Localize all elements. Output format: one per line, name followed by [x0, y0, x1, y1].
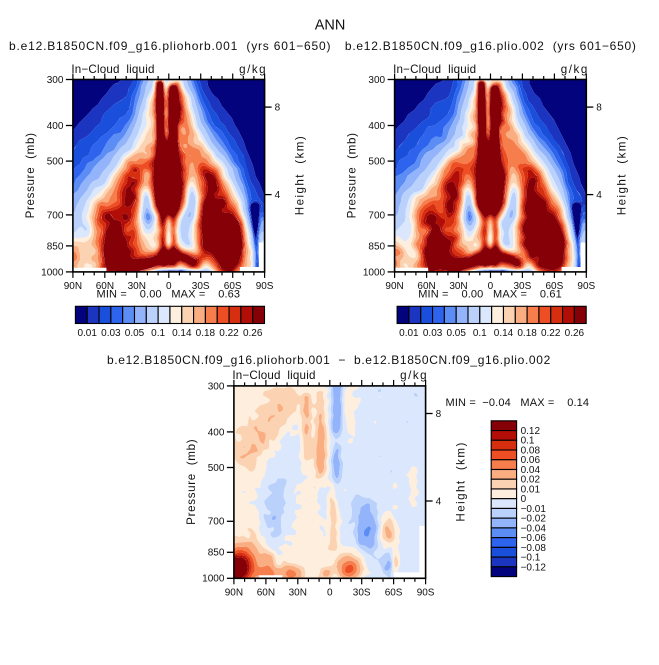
svg-text:60N: 60N: [417, 281, 435, 292]
svg-text:300: 300: [368, 75, 385, 86]
svg-text:500: 500: [47, 157, 64, 168]
svg-text:8: 8: [436, 409, 442, 420]
svg-text:1000: 1000: [363, 267, 386, 278]
svg-text:−0.04: −0.04: [521, 523, 547, 534]
svg-text:0: 0: [166, 281, 172, 292]
svg-text:−0.06: −0.06: [521, 533, 547, 544]
svg-text:1000: 1000: [202, 574, 225, 585]
svg-text:0.03: 0.03: [101, 328, 121, 339]
svg-text:−0.08: −0.08: [521, 543, 547, 554]
svg-text:0.14: 0.14: [172, 328, 192, 339]
svg-text:30S: 30S: [514, 281, 532, 292]
svg-text:90N: 90N: [225, 587, 243, 598]
svg-text:90N: 90N: [385, 281, 403, 292]
svg-text:Pressure (mb): Pressure (mb): [346, 133, 359, 219]
svg-text:MIN = −0.04 MAX = 0.14: MIN = −0.04 MAX = 0.14: [446, 397, 590, 409]
svg-text:0.12: 0.12: [521, 426, 541, 437]
svg-text:0.04: 0.04: [521, 465, 541, 476]
svg-text:0.22: 0.22: [541, 328, 561, 339]
svg-text:0.05: 0.05: [446, 328, 466, 339]
svg-text:0.01: 0.01: [399, 328, 419, 339]
svg-text:700: 700: [368, 210, 385, 221]
svg-text:0.26: 0.26: [243, 328, 263, 339]
svg-text:g/kg: g/kg: [561, 63, 588, 76]
svg-text:850: 850: [208, 548, 225, 559]
svg-text:700: 700: [208, 517, 225, 528]
svg-text:0.01: 0.01: [77, 328, 97, 339]
svg-text:0.08: 0.08: [521, 445, 541, 456]
svg-text:b.e12.B1850CN.f09_g16.pliohorb: b.e12.B1850CN.f09_g16.pliohorb.001 (yrs …: [9, 39, 331, 53]
svg-text:4: 4: [275, 190, 281, 201]
svg-text:30S: 30S: [192, 281, 210, 292]
svg-text:300: 300: [208, 381, 225, 392]
svg-text:0: 0: [521, 494, 527, 505]
svg-text:0.1: 0.1: [151, 328, 165, 339]
svg-text:0.06: 0.06: [521, 455, 541, 466]
svg-text:60N: 60N: [96, 281, 114, 292]
svg-text:4: 4: [596, 190, 602, 201]
svg-text:850: 850: [47, 241, 64, 252]
svg-text:500: 500: [208, 463, 225, 474]
svg-text:60S: 60S: [385, 587, 403, 598]
svg-text:0.03: 0.03: [423, 328, 443, 339]
svg-text:0.02: 0.02: [521, 475, 541, 486]
svg-text:Height (km): Height (km): [455, 442, 468, 521]
svg-text:g/kg: g/kg: [400, 369, 427, 382]
svg-text:−0.12: −0.12: [521, 562, 547, 573]
svg-text:MIN = 0.00 MAX = 0.61: MIN = 0.00 MAX = 0.61: [418, 289, 562, 301]
svg-text:8: 8: [596, 103, 602, 114]
svg-text:0.01: 0.01: [521, 484, 541, 495]
svg-text:500: 500: [368, 157, 385, 168]
svg-text:Pressure (mb): Pressure (mb): [24, 133, 37, 219]
svg-text:−0.01: −0.01: [521, 504, 547, 515]
svg-text:8: 8: [275, 103, 281, 114]
svg-text:In−Cloud liquid: In−Cloud liquid: [71, 63, 154, 76]
svg-text:30N: 30N: [449, 281, 467, 292]
svg-text:90S: 90S: [256, 281, 274, 292]
svg-text:30N: 30N: [289, 587, 307, 598]
svg-text:300: 300: [47, 75, 64, 86]
svg-text:90N: 90N: [64, 281, 82, 292]
svg-text:Pressure (mb): Pressure (mb): [185, 439, 198, 525]
svg-text:90S: 90S: [417, 587, 435, 598]
svg-text:30N: 30N: [128, 281, 146, 292]
svg-text:0: 0: [327, 587, 333, 598]
svg-text:0.26: 0.26: [565, 328, 585, 339]
svg-text:MIN = 0.00 MAX = 0.63: MIN = 0.00 MAX = 0.63: [97, 289, 240, 301]
svg-text:0.14: 0.14: [494, 328, 514, 339]
svg-text:4: 4: [436, 496, 442, 507]
svg-text:Height (km): Height (km): [615, 136, 628, 215]
svg-text:400: 400: [47, 121, 64, 132]
svg-text:400: 400: [368, 121, 385, 132]
svg-text:g/kg: g/kg: [239, 63, 266, 76]
svg-text:60N: 60N: [257, 587, 275, 598]
svg-text:0.1: 0.1: [473, 328, 487, 339]
svg-text:b.e12.B1850CN.f09_g16.pliohorb: b.e12.B1850CN.f09_g16.pliohorb.001 − b.e…: [107, 353, 551, 367]
svg-text:−0.1: −0.1: [521, 553, 541, 564]
svg-text:850: 850: [368, 241, 385, 252]
svg-text:400: 400: [208, 427, 225, 438]
svg-text:60S: 60S: [546, 281, 564, 292]
svg-text:Height (km): Height (km): [294, 136, 307, 215]
svg-text:0.18: 0.18: [517, 328, 537, 339]
svg-text:In−Cloud liquid: In−Cloud liquid: [393, 63, 476, 76]
svg-text:1000: 1000: [41, 267, 64, 278]
svg-text:90S: 90S: [577, 281, 595, 292]
svg-text:0.18: 0.18: [196, 328, 216, 339]
svg-text:60S: 60S: [224, 281, 242, 292]
svg-text:−0.02: −0.02: [521, 514, 547, 525]
svg-text:In−Cloud liquid: In−Cloud liquid: [232, 369, 315, 382]
svg-text:0.1: 0.1: [521, 436, 535, 447]
svg-text:0.05: 0.05: [125, 328, 145, 339]
svg-text:30S: 30S: [353, 587, 371, 598]
svg-text:b.e12.B1850CN.f09_g16.plio.002: b.e12.B1850CN.f09_g16.plio.002 (yrs 601−…: [345, 39, 636, 53]
svg-text:ANN: ANN: [315, 18, 346, 34]
svg-text:0.22: 0.22: [219, 328, 239, 339]
svg-text:0: 0: [488, 281, 494, 292]
svg-text:700: 700: [47, 210, 64, 221]
